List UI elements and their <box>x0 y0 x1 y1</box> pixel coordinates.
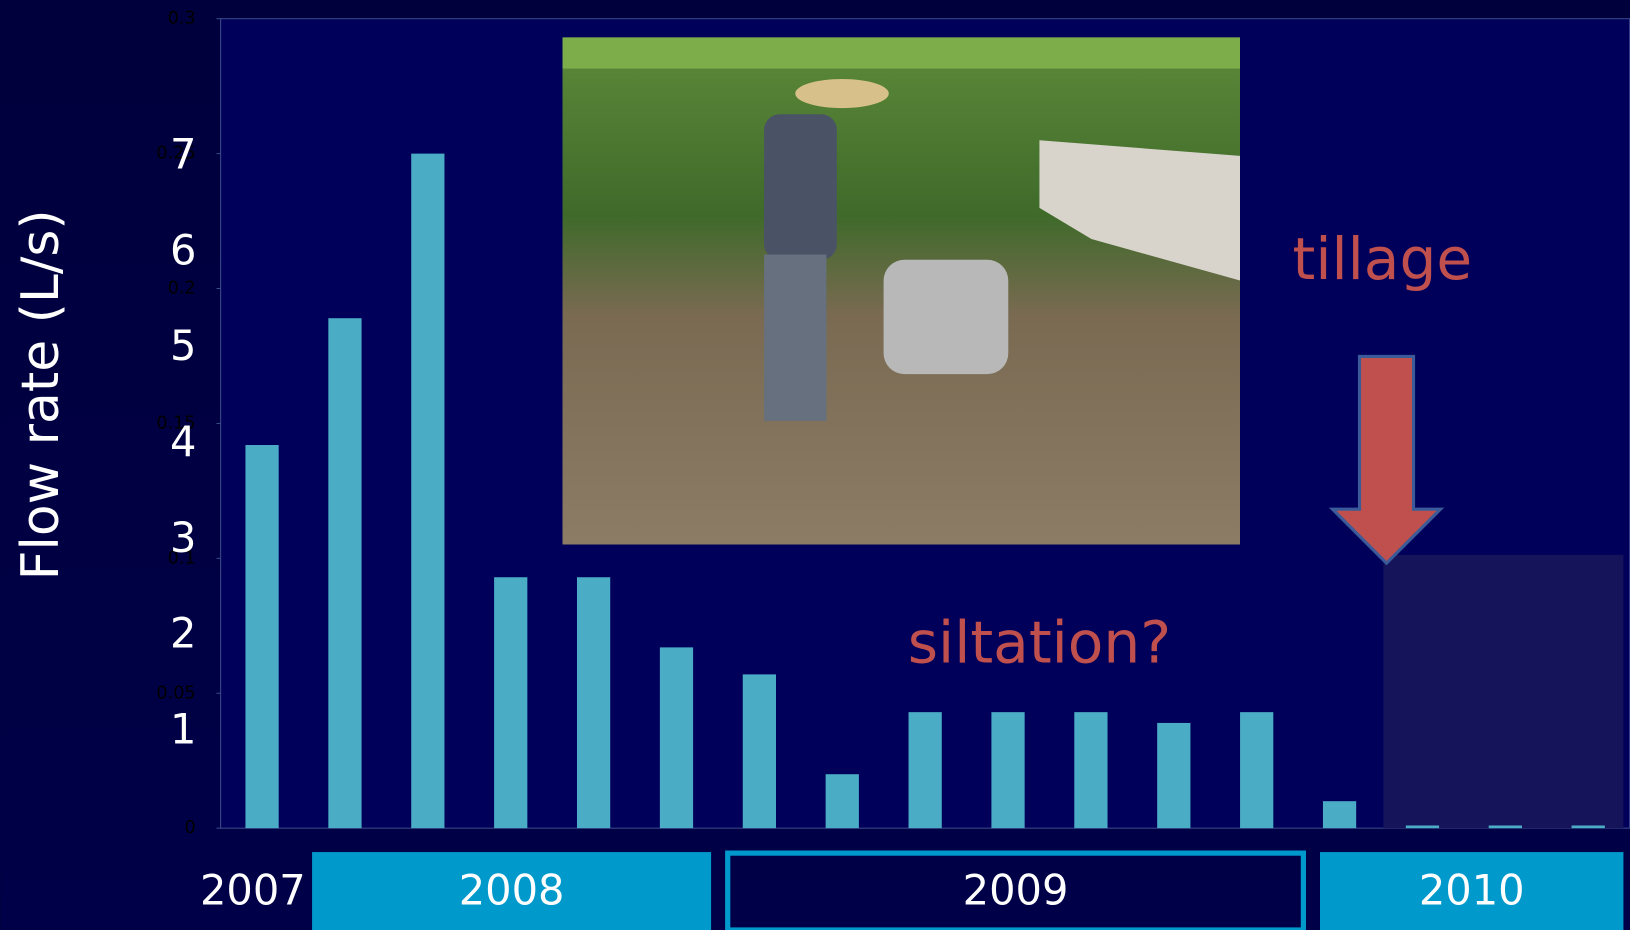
y-tick-label: 0.05 <box>156 683 195 703</box>
y-tick-label: 0.3 <box>168 9 196 29</box>
bar <box>328 318 361 828</box>
y2-tick-label: 6 <box>170 225 196 274</box>
y2-tick-label: 1 <box>170 704 196 753</box>
period-label: 2007 <box>200 866 306 915</box>
bar <box>1240 712 1273 828</box>
annotation: tillage <box>1293 225 1473 293</box>
bar <box>577 577 610 828</box>
y-axis-label: Flow rate (L/s) <box>11 209 71 580</box>
y-tick-label: 0 <box>184 818 195 838</box>
page: {"chart_data":{"type":"bar","y_label":"F… <box>0 0 1630 930</box>
bar <box>1074 712 1107 828</box>
bar <box>1572 825 1605 828</box>
annotation: siltation? <box>908 608 1171 676</box>
bar <box>826 774 859 828</box>
bar <box>1406 825 1439 828</box>
photo <box>562 37 1239 544</box>
bar <box>494 577 527 828</box>
bar <box>743 674 776 828</box>
y2-tick-label: 2 <box>170 609 196 658</box>
period-label: 2009 <box>963 866 1069 915</box>
y2-tick-label: 5 <box>170 321 196 370</box>
bar <box>1489 825 1522 828</box>
period-label: 2010 <box>1419 866 1525 915</box>
bar <box>1157 723 1190 828</box>
bar <box>245 445 278 828</box>
y-tick-label: 0.2 <box>168 279 196 299</box>
y2-tick-label: 7 <box>170 130 196 179</box>
slide: 00.050.10.150.20.250.31234567 tillage si… <box>0 0 1630 930</box>
bar <box>991 712 1024 828</box>
bar <box>660 647 693 828</box>
period-label: 2008 <box>459 866 565 915</box>
bar <box>411 154 444 829</box>
bar <box>1323 801 1356 828</box>
y2-tick-label: 4 <box>170 417 196 466</box>
y2-tick-label: 3 <box>170 513 196 562</box>
bar <box>909 712 942 828</box>
shaded-region <box>1383 555 1623 828</box>
